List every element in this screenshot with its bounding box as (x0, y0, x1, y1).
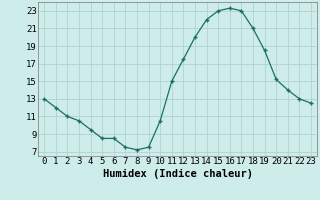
X-axis label: Humidex (Indice chaleur): Humidex (Indice chaleur) (103, 169, 252, 179)
